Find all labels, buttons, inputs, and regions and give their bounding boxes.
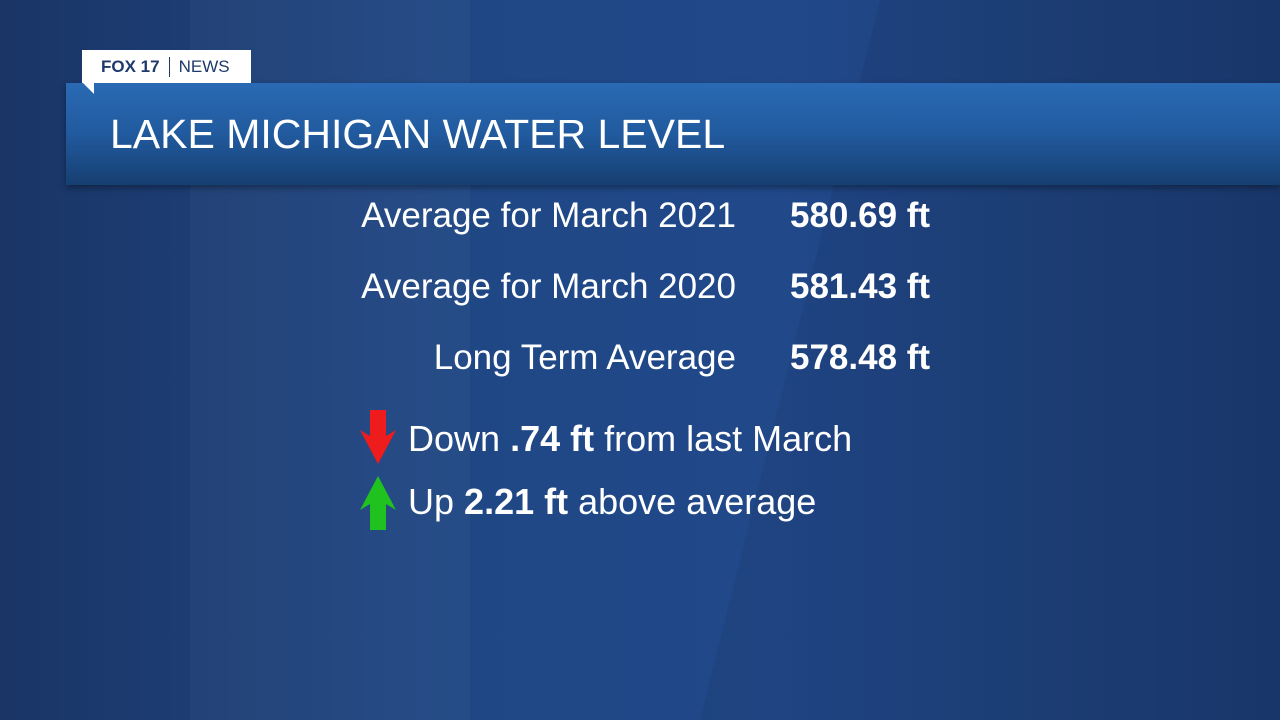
- row-label: Average for March 2020: [361, 267, 736, 306]
- down-arrow: [360, 410, 396, 464]
- change-lead: Up: [408, 481, 455, 522]
- change-rest: above average: [578, 481, 817, 522]
- logo-brand: FOX 17: [101, 56, 160, 76]
- logo: FOX 17 NEWS: [82, 50, 251, 83]
- change-amount: 2.21 ft: [464, 481, 569, 522]
- change-line: Down .74 ft from last March: [408, 418, 852, 460]
- up-arrow: [360, 476, 396, 530]
- logo-tail: [82, 82, 94, 94]
- change-lead: Down: [408, 418, 501, 459]
- logo-section: NEWS: [178, 56, 230, 76]
- change-line: Up 2.21 ft above average: [408, 481, 816, 523]
- row-label: Average for March 2021: [361, 196, 736, 235]
- row-value: 580.69 ft: [790, 196, 931, 235]
- title-bar: LAKE MICHIGAN WATER LEVEL: [66, 83, 1280, 185]
- row-value: 581.43 ft: [790, 267, 931, 306]
- change-amount: .74 ft: [510, 418, 595, 459]
- change-rest: from last March: [604, 418, 853, 459]
- row-label: Long Term Average: [433, 338, 736, 377]
- row-value: 578.48 ft: [790, 338, 931, 377]
- title: LAKE MICHIGAN WATER LEVEL: [110, 111, 726, 157]
- logo-separator: [168, 56, 170, 77]
